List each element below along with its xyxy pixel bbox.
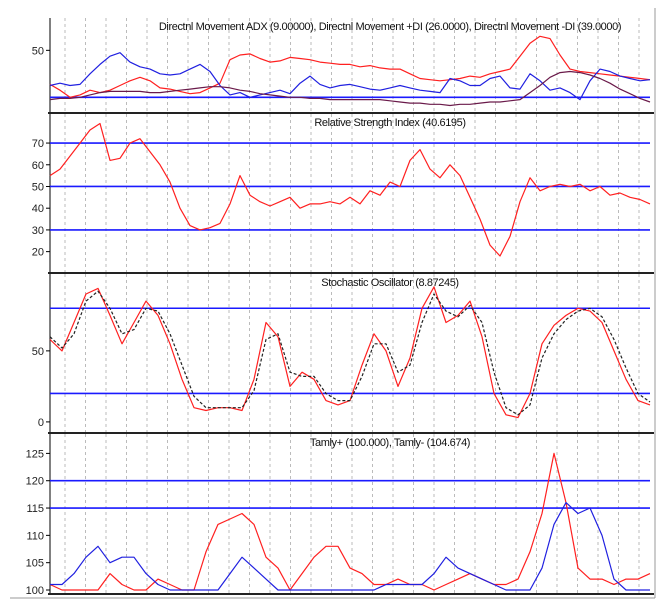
series-line-3: [49, 70, 651, 107]
vertical-grid: [64, 114, 640, 272]
y-tick-label: 60: [32, 160, 44, 172]
y-tick-label: 105: [26, 558, 44, 570]
y-tick-label: 100: [26, 585, 44, 597]
panel-title: Directnl Movement ADX (9.00000), Directn…: [159, 21, 621, 33]
y-tick-label: 50: [32, 181, 44, 193]
y-tick-label: 70: [32, 138, 44, 150]
y-tick-label: 110: [26, 530, 44, 542]
y-tick-label: 115: [26, 503, 44, 515]
panel-3: 50 0 Stochastic Oscillator (8.87245): [32, 274, 654, 434]
y-tick-label: 125: [26, 448, 44, 460]
series-line-1: [49, 35, 651, 98]
vertical-grid: [64, 434, 640, 593]
series-line-2: [49, 290, 651, 416]
panel-2: 70 60 50 40 30 20 Relative Strength Index (40.…: [32, 114, 654, 274]
y-tick-label: 120: [26, 476, 44, 488]
panel-title: Tamly+ (100.000), Tamly- (104.674): [310, 437, 470, 449]
panel-4: 125 120 115 110 105 100 Tamly+ (100.000), Taml…: [26, 434, 654, 597]
panel-title: Stochastic Oscillator (8.87245): [321, 277, 458, 289]
y-tick-label: 40: [32, 203, 44, 215]
y-tick-label: 50: [32, 346, 44, 358]
series-line-2: [49, 52, 651, 101]
series-line-1: [49, 122, 651, 257]
series-line-2: [50, 502, 650, 591]
panel-1: 50 Directnl Movement ADX (9.00000), Direc…: [32, 18, 654, 114]
panel-title: Relative Strength Index (40.6195): [314, 117, 465, 129]
y-tick-label: 20: [32, 247, 44, 259]
y-tick-label: 30: [32, 225, 44, 237]
series-line-1: [49, 452, 651, 591]
y-tick-label: 50: [32, 45, 44, 57]
vertical-grid: [64, 274, 640, 432]
y-tick-label: 0: [38, 417, 44, 429]
